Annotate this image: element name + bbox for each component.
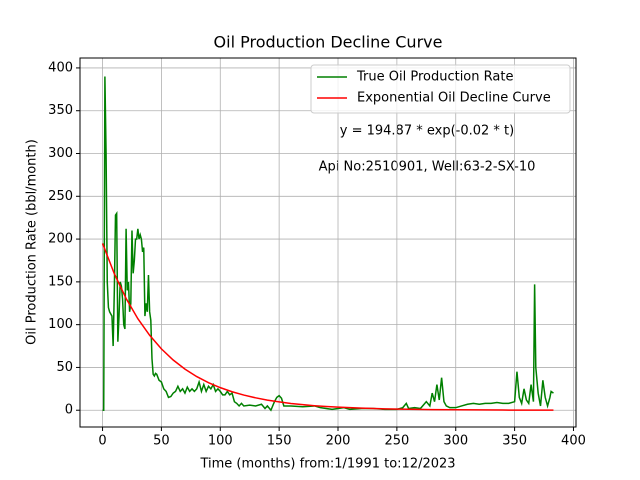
y-tick-label: 150 [48, 274, 73, 289]
x-tick-label: 0 [98, 434, 106, 449]
y-tick-label: 350 [48, 103, 73, 118]
legend-box [310, 64, 571, 114]
axes-frame [79, 57, 577, 428]
x-tick-label: 300 [443, 434, 468, 449]
x-tick-label: 150 [267, 434, 292, 449]
y-tick-label: 400 [48, 60, 73, 75]
x-tick-label: 200 [326, 434, 351, 449]
annotation: Api No:2510901, Well:63-2-SX-10 [319, 160, 536, 175]
y-tick-label: 200 [48, 232, 73, 247]
x-tick-label: 350 [502, 434, 527, 449]
x-tick-label: 250 [384, 434, 409, 449]
series-line [102, 76, 554, 412]
y-tick-label: 300 [48, 146, 73, 161]
chart-title: Oil Production Decline Curve [214, 33, 443, 52]
x-axis-label: Time (months) from:1/1991 to:12/2023 [199, 457, 455, 472]
annotation: y = 194.87 * exp(-0.02 * t) [340, 124, 514, 139]
x-tick-label: 50 [153, 434, 170, 449]
series-line [101, 243, 554, 411]
y-tick-label: 250 [48, 189, 73, 204]
x-tick-label: 400 [561, 434, 586, 449]
y-axis-label: Oil Production Rate (bbl/month) [25, 139, 40, 345]
y-tick-label: 50 [56, 360, 73, 375]
legend-label: True Oil Production Rate [356, 70, 513, 85]
legend-label: Exponential Oil Decline Curve [357, 91, 551, 106]
x-tick-label: 100 [208, 434, 233, 449]
y-tick-label: 0 [65, 403, 73, 418]
y-tick-label: 100 [48, 317, 73, 332]
